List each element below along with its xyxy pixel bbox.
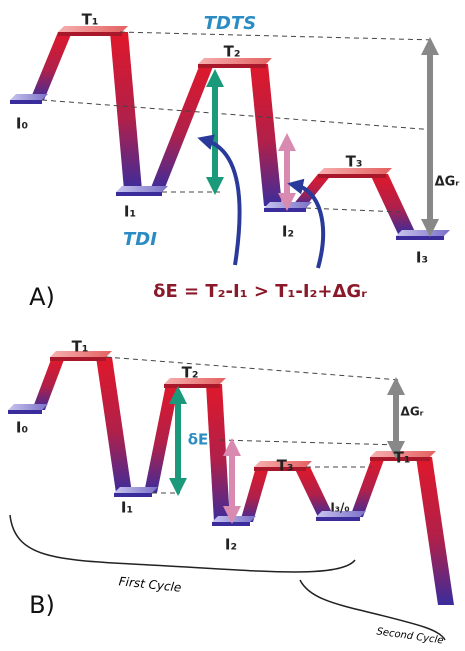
platform-front [264, 208, 306, 212]
level-label: T₁ [394, 449, 411, 467]
cycle-label: Second Cycle [376, 626, 444, 646]
profiles [8, 26, 454, 605]
panel-label: A) [29, 283, 55, 311]
platform-front [164, 384, 220, 388]
ramp [150, 64, 214, 190]
platform-front [254, 467, 306, 471]
platform-top [114, 487, 158, 493]
tdts-label: TDTS [204, 13, 256, 34]
platform-top [264, 202, 312, 208]
cycle-brace [299, 579, 446, 641]
ramp [32, 357, 65, 410]
platform-front [370, 457, 430, 461]
platform-top [318, 168, 392, 174]
ramp [416, 457, 454, 605]
platform-top [116, 186, 168, 192]
equation: δE = T₂-I₁ > T₁-I₂+ΔGᵣ [153, 281, 367, 302]
platform-front [58, 32, 122, 36]
level-label: I₁ [124, 203, 136, 221]
level-label: I₀ [16, 115, 28, 133]
delta-g-label: ΔGᵣ [435, 175, 461, 190]
platform-top [50, 351, 112, 357]
platform-front [8, 410, 42, 414]
delta-g-label: ΔGᵣ [401, 405, 424, 419]
ramp [370, 174, 416, 234]
level-label: T₃ [277, 457, 294, 475]
ramp [350, 457, 385, 517]
platform-front [318, 174, 386, 178]
platform-top [10, 94, 48, 100]
platform-front [116, 192, 162, 196]
level-label: I₂ [225, 536, 237, 554]
level-label: T₂ [224, 43, 241, 61]
cycle-label: First Cycle [118, 574, 182, 594]
tdi-label: TDI [123, 229, 157, 250]
platform-top [198, 58, 272, 64]
delta-e-label: δE [188, 431, 209, 449]
level-label: I₀ [16, 419, 28, 437]
level-label: I₂ [282, 223, 294, 241]
ramp [30, 32, 72, 100]
curved-arrow [197, 134, 242, 266]
ramp [96, 357, 132, 493]
level-label: T₃ [346, 153, 363, 171]
dashed-line [41, 99, 436, 131]
platform-front [396, 236, 444, 240]
ramp [250, 64, 282, 206]
ramp [292, 174, 332, 206]
panel-label: B) [29, 591, 55, 619]
dashed-line [305, 207, 401, 213]
ramp [294, 467, 334, 517]
ramp [110, 32, 142, 190]
platform-front [50, 357, 106, 361]
platform-front [316, 517, 360, 521]
platform-top [58, 26, 128, 32]
dashed-line [119, 31, 436, 41]
dashed-line [219, 439, 401, 446]
level-label: T₁ [72, 338, 89, 356]
platform-front [198, 64, 266, 68]
platform-top [164, 378, 226, 384]
ramp [240, 467, 269, 522]
ramp [206, 384, 230, 522]
guides [41, 31, 436, 494]
platform-front [114, 493, 152, 497]
level-label: I₁ [121, 499, 133, 517]
level-label: I₃/₀ [330, 501, 349, 515]
platform-front [10, 100, 42, 104]
level-label: I₃ [416, 249, 428, 267]
platform-top [254, 461, 312, 467]
arrows [9, 37, 446, 641]
platform-top [8, 404, 48, 410]
ramp [144, 384, 179, 493]
level-label: T₁ [82, 11, 99, 29]
platform-top [212, 516, 256, 522]
labels-a: I₀ T₁ I₁ T₂ I₂ T₃ I₃ TDTS TDI ΔGᵣ A) δE … [16, 11, 460, 312]
curved-arrow [287, 178, 326, 269]
cycle-brace [9, 514, 356, 573]
platform-top [396, 230, 450, 236]
dashed-line [105, 356, 401, 381]
platform-front [212, 522, 250, 526]
level-label: T₂ [182, 364, 199, 382]
platform-top [316, 511, 366, 517]
